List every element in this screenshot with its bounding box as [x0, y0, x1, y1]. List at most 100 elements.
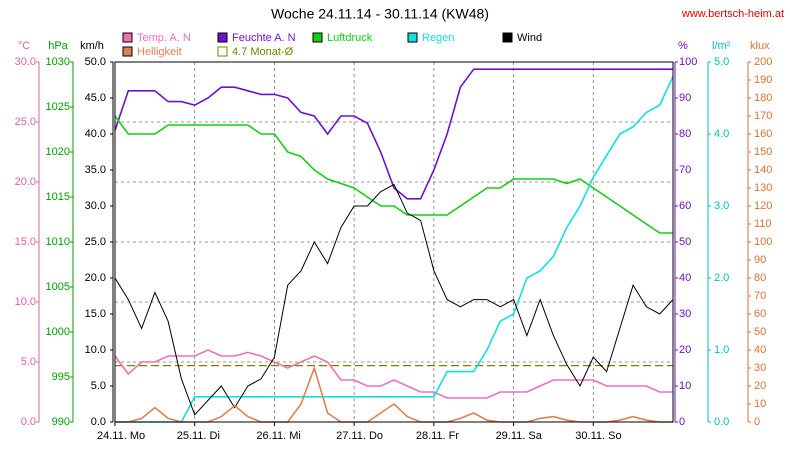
y-tick-label: 20.0 — [15, 176, 36, 188]
y-tick-label: 10 — [754, 398, 766, 410]
y-tick-label: 1015 — [46, 191, 70, 203]
y-tick-label: 5.0 — [21, 356, 36, 368]
axis-unit: % — [678, 40, 688, 52]
x-tick-label: 24.11. Mo — [97, 430, 145, 442]
legend-swatch — [122, 32, 133, 43]
y-tick-label: 50.0 — [85, 56, 106, 68]
series-line — [115, 76, 674, 423]
legend-label: Temp. A. N — [137, 32, 191, 44]
y-tick-label: 80 — [679, 128, 691, 140]
y-tick-label: 40 — [679, 272, 691, 284]
y-tick-label: 0.0 — [91, 416, 106, 428]
axis-unit: °C — [18, 40, 30, 52]
y-tick-label: 90 — [754, 254, 766, 266]
axis-unit: klux — [750, 40, 770, 52]
legend-label: Helligkeit — [137, 46, 182, 58]
y-tick-label: 5.0 — [91, 380, 106, 392]
y-tick-label: 100 — [679, 56, 697, 68]
series-line — [114, 68, 673, 200]
y-tick-label: 995 — [52, 371, 70, 383]
legend-label: Luftdruck — [327, 32, 373, 44]
y-tick-label: 140 — [754, 164, 772, 176]
source-url: www.bertsch-heim.at — [681, 8, 784, 20]
y-tick-label: 1005 — [46, 281, 70, 293]
x-tick-label: 25.11. Di — [177, 430, 220, 442]
y-tick-label: 1025 — [46, 101, 70, 113]
y-tick-label: 1030 — [46, 56, 70, 68]
y-tick-label: 30 — [679, 308, 691, 320]
y-tick-label: 10 — [679, 380, 691, 392]
y-tick-label: 70 — [754, 290, 766, 302]
x-tick-label: 28.11. Fr — [416, 430, 460, 442]
y-tick-label: 170 — [754, 110, 772, 122]
y-tick-label: 30.0 — [15, 56, 36, 68]
y-tick-label: 180 — [754, 92, 772, 104]
y-tick-label: 80 — [754, 272, 766, 284]
axis-unit: km/h — [80, 40, 104, 52]
y-tick-label: 1010 — [46, 236, 70, 248]
y-tick-label: 4.0 — [714, 128, 729, 140]
y-tick-label: 0 — [754, 416, 760, 428]
legend-label: 4.7 Monat-Ø — [232, 46, 294, 58]
y-tick-label: 20 — [754, 380, 766, 392]
y-tick-label: 20 — [679, 344, 691, 356]
y-tick-label: 40 — [754, 344, 766, 356]
series-line — [114, 349, 673, 399]
y-tick-label: 130 — [754, 182, 772, 194]
y-tick-label: 0.0 — [714, 416, 729, 428]
y-tick-label: 40.0 — [85, 128, 106, 140]
y-tick-label: 1020 — [46, 146, 70, 158]
y-tick-label: 0.0 — [21, 416, 36, 428]
y-tick-label: 90 — [679, 92, 691, 104]
legend-label: Regen — [422, 32, 454, 44]
y-tick-label: 25.0 — [15, 116, 36, 128]
y-tick-label: 20.0 — [85, 272, 106, 284]
series-line — [115, 365, 673, 423]
y-tick-label: 10.0 — [85, 344, 106, 356]
y-tick-label: 2.0 — [714, 272, 729, 284]
y-tick-label: 30 — [754, 362, 766, 374]
y-tick-label: 30.0 — [85, 200, 106, 212]
y-tick-label: 60 — [679, 200, 691, 212]
y-tick-label: 160 — [754, 128, 772, 140]
legend-swatch — [122, 46, 133, 57]
x-tick-label: 26.11. Mi — [256, 430, 300, 442]
legend-label: Wind — [517, 32, 542, 44]
x-tick-label: 27.11. Do — [336, 430, 383, 442]
y-tick-label: 15.0 — [15, 236, 36, 248]
y-tick-label: 15.0 — [85, 308, 106, 320]
y-tick-label: 50 — [679, 236, 691, 248]
legend-label: Feuchte A. N — [232, 32, 296, 44]
y-tick-label: 70 — [679, 164, 691, 176]
y-tick-label: 10.0 — [15, 296, 36, 308]
y-tick-label: 190 — [754, 74, 772, 86]
axis-unit: l/m² — [712, 40, 731, 52]
y-tick-label: 150 — [754, 146, 772, 158]
y-tick-label: 3.0 — [714, 200, 729, 212]
y-tick-label: 990 — [52, 416, 70, 428]
legend-swatch — [407, 32, 418, 43]
y-tick-label: 100 — [754, 236, 772, 248]
legend-swatch — [217, 46, 228, 57]
chart-title: Woche 24.11.14 - 30.11.14 (KW48) — [271, 6, 489, 22]
legend-swatch — [217, 32, 228, 43]
y-tick-label: 200 — [754, 56, 772, 68]
y-tick-label: 45.0 — [85, 92, 106, 104]
y-tick-label: 120 — [754, 200, 772, 212]
y-tick-label: 0 — [679, 416, 685, 428]
legend-swatch — [502, 32, 513, 43]
plot-border — [114, 61, 674, 423]
axis-unit: hPa — [48, 40, 68, 52]
series-line — [114, 115, 673, 234]
y-tick-label: 35.0 — [85, 164, 106, 176]
y-tick-label: 60 — [754, 308, 766, 320]
x-tick-label: 30.11. So — [575, 430, 621, 442]
x-tick-label: 29.11. Sa — [496, 430, 543, 442]
y-tick-label: 5.0 — [714, 56, 729, 68]
y-tick-label: 25.0 — [85, 236, 106, 248]
series-line — [114, 183, 674, 416]
y-tick-label: 110 — [754, 218, 772, 230]
y-tick-label: 1.0 — [714, 344, 729, 356]
y-tick-label: 50 — [754, 326, 766, 338]
